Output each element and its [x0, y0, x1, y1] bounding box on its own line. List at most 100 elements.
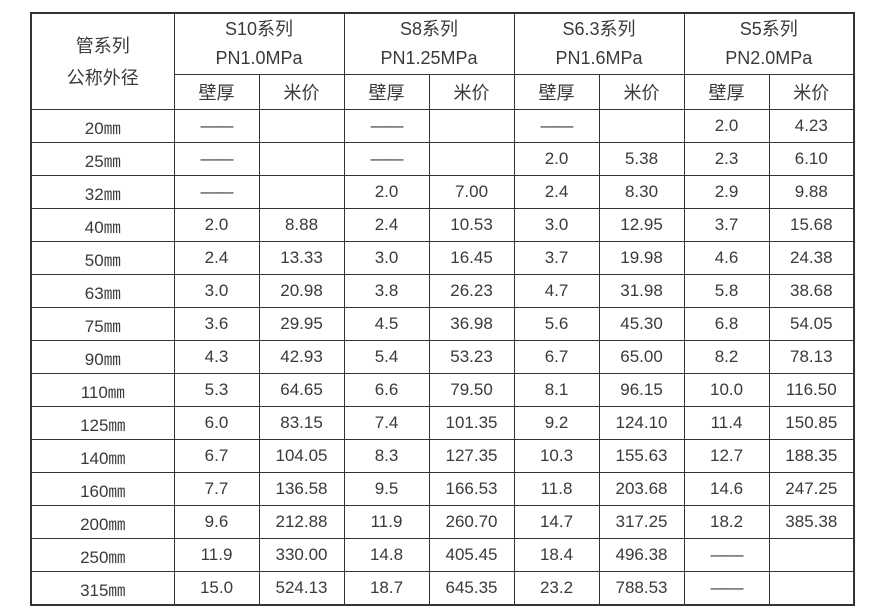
cell-meter-price: 24.38	[768, 241, 855, 275]
cell-meter-price: 54.05	[768, 307, 855, 341]
cell-wall-thickness: 8.2	[683, 340, 770, 374]
cell-meter-price: 29.95	[258, 307, 345, 341]
table-row: 90㎜ 4.3 42.93 5.4 53.23 6.7 65.00 8.2 78.13	[30, 340, 855, 374]
cell-wall-thickness: 15.0	[173, 571, 260, 606]
cell-meter-price	[428, 142, 515, 176]
series-pressure: PN1.6MPa	[555, 48, 643, 68]
cell-wall-thickness: 2.0	[343, 175, 430, 209]
cell-wall-thickness: 3.7	[683, 208, 770, 242]
table-row: 140㎜ 6.7 104.05 8.3 127.35 10.3 155.63 12.7 188.…	[30, 439, 855, 473]
cell-meter-price: 36.98	[428, 307, 515, 341]
cell-wall-thickness: 6.8	[683, 307, 770, 341]
table-row: 40㎜ 2.0 8.88 2.4 10.53 3.0 12.95 3.7 15.68	[30, 208, 855, 242]
corner-header-line2: 公称外径	[66, 67, 139, 88]
cell-meter-price: 104.05	[258, 439, 345, 473]
cell-meter-price: 20.98	[258, 274, 345, 308]
corner-header-line1: 管系列	[75, 35, 130, 56]
cell-meter-price: 4.23	[768, 109, 855, 143]
cell-wall-thickness: 3.6	[173, 307, 260, 341]
cell-meter-price: 212.88	[258, 505, 345, 539]
table-row: 250㎜ 11.9 330.00 14.8 405.45 18.4 496.38 ——	[30, 538, 855, 572]
cell-meter-price: 124.10	[598, 406, 685, 440]
cell-meter-price: 317.25	[598, 505, 685, 539]
sub-header-row: 壁厚 米价 壁厚 米价 壁厚 米价 壁厚 米价	[31, 74, 855, 110]
cell-wall-thickness: 11.9	[173, 538, 260, 572]
cell-wall-thickness: 18.2	[683, 505, 770, 539]
cell-meter-price: 645.35	[428, 571, 515, 606]
row-label-diameter: 32㎜	[30, 175, 175, 209]
cell-wall-thickness: 2.0	[513, 142, 600, 176]
cell-wall-thickness: 6.7	[173, 439, 260, 473]
cell-meter-price: 15.68	[768, 208, 855, 242]
cell-wall-thickness: 5.4	[343, 340, 430, 374]
cell-meter-price: 188.35	[768, 439, 855, 473]
cell-meter-price: 5.38	[598, 142, 685, 176]
row-label-diameter: 40㎜	[30, 208, 175, 242]
cell-wall-thickness: 2.9	[683, 175, 770, 209]
cell-wall-thickness: 3.0	[513, 208, 600, 242]
table-row: 75㎜ 3.6 29.95 4.5 36.98 5.6 45.30 6.8 54.05	[30, 307, 855, 341]
cell-wall-thickness: 9.6	[173, 505, 260, 539]
cell-meter-price	[258, 109, 345, 143]
cell-meter-price: 166.53	[428, 472, 515, 506]
table-body: 20㎜ —— —— —— 2.0 4.23 25㎜ —— —— 2.0 5.38 2.3 6.10 32㎜…	[30, 109, 855, 606]
series-name: S8系列	[400, 19, 459, 39]
cell-meter-price: 38.68	[768, 274, 855, 308]
cell-wall-thickness: 3.0	[343, 241, 430, 275]
subheader-wall-thickness: 壁厚	[173, 74, 260, 110]
table-row: 25㎜ —— —— 2.0 5.38 2.3 6.10	[30, 142, 855, 176]
cell-meter-price: 9.88	[768, 175, 855, 209]
cell-wall-thickness: 10.0	[683, 373, 770, 407]
cell-wall-thickness: 2.4	[343, 208, 430, 242]
cell-meter-price	[428, 109, 515, 143]
cell-wall-thickness: 11.8	[513, 472, 600, 506]
series-header-s5: S5系列 PN2.0MPa	[683, 12, 855, 75]
cell-wall-thickness: 5.6	[513, 307, 600, 341]
cell-meter-price: 83.15	[258, 406, 345, 440]
cell-wall-thickness: 4.3	[173, 340, 260, 374]
cell-meter-price: 150.85	[768, 406, 855, 440]
cell-meter-price: 53.23	[428, 340, 515, 374]
cell-wall-thickness: 5.3	[173, 373, 260, 407]
cell-wall-thickness: 14.7	[513, 505, 600, 539]
cell-meter-price: 42.93	[258, 340, 345, 374]
row-label-diameter: 75㎜	[30, 307, 175, 341]
subheader-meter-price: 米价	[598, 74, 685, 110]
cell-meter-price: 330.00	[258, 538, 345, 572]
cell-meter-price: 8.30	[598, 175, 685, 209]
row-label-diameter: 200㎜	[30, 505, 175, 539]
cell-wall-thickness: 8.1	[513, 373, 600, 407]
cell-wall-thickness: 2.4	[513, 175, 600, 209]
cell-wall-thickness: 2.0	[173, 208, 260, 242]
row-label-diameter: 250㎜	[30, 538, 175, 572]
cell-wall-thickness: 12.7	[683, 439, 770, 473]
row-label-diameter: 90㎜	[30, 340, 175, 374]
table-row: 63㎜ 3.0 20.98 3.8 26.23 4.7 31.98 5.8 38.68	[30, 274, 855, 308]
cell-wall-thickness: 3.8	[343, 274, 430, 308]
cell-wall-thickness: 10.3	[513, 439, 600, 473]
series-pressure: PN1.0MPa	[215, 48, 303, 68]
row-label-diameter: 50㎜	[30, 241, 175, 275]
cell-wall-thickness: 2.3	[683, 142, 770, 176]
cell-wall-thickness: 11.9	[343, 505, 430, 539]
series-pressure: PN2.0MPa	[725, 48, 813, 68]
cell-wall-thickness: 14.8	[343, 538, 430, 572]
row-label-diameter: 140㎜	[30, 439, 175, 473]
cell-meter-price: 155.63	[598, 439, 685, 473]
series-name: S10系列	[224, 19, 294, 39]
row-label-diameter: 125㎜	[30, 406, 175, 440]
subheader-wall-thickness: 壁厚	[343, 74, 430, 110]
cell-wall-thickness: 7.4	[343, 406, 430, 440]
cell-meter-price: 788.53	[598, 571, 685, 606]
pipe-price-table: 管系列 公称外径 S10系列 PN1.0MPa S8系列 PN1.25MPa S…	[30, 12, 856, 606]
subheader-meter-price: 米价	[258, 74, 345, 110]
cell-wall-thickness: 4.6	[683, 241, 770, 275]
table-row: 32㎜ —— 2.0 7.00 2.4 8.30 2.9 9.88	[30, 175, 855, 209]
cell-meter-price: 16.45	[428, 241, 515, 275]
cell-meter-price: 8.88	[258, 208, 345, 242]
table-row: 200㎜ 9.6 212.88 11.9 260.70 14.7 317.25 18.2 385…	[30, 505, 855, 539]
subheader-wall-thickness: 壁厚	[683, 74, 770, 110]
row-label-diameter: 63㎜	[30, 274, 175, 308]
series-name: S5系列	[739, 19, 798, 39]
